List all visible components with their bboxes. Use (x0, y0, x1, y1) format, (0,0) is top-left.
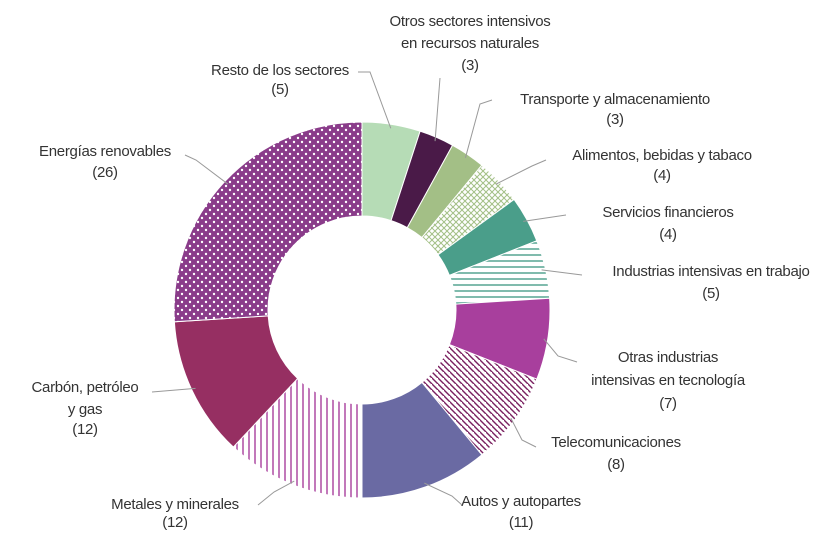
slice-label: Carbón, petróleo (32, 379, 139, 396)
leader-line (495, 159, 547, 185)
slice-label: Otros sectores intensivos (390, 13, 551, 30)
slice-label: Servicios financieros (602, 204, 733, 221)
value-label: (26) (92, 164, 118, 181)
value-label: (8) (607, 456, 625, 473)
slice-label: Alimentos, bebidas y tabaco (572, 147, 752, 164)
value-label: (3) (461, 57, 479, 74)
slice-label: Autos y autopartes (461, 493, 581, 510)
value-label: (5) (271, 81, 289, 98)
slice-label: en recursos naturales (401, 35, 539, 52)
slice-label: intensivas en tecnología (591, 372, 746, 389)
slice-label: Metales y minerales (111, 496, 239, 513)
value-label: (7) (659, 395, 677, 412)
slice-label: Energías renovables (39, 143, 171, 160)
value-label: (12) (162, 514, 188, 531)
slice-label: Transporte y almacenamiento (520, 91, 710, 108)
leader-line (541, 269, 583, 276)
slice-label: Otras industrias (618, 349, 718, 366)
leader-line (434, 77, 441, 142)
leader-line (543, 338, 578, 363)
value-label: (11) (509, 514, 534, 531)
slice-label: Telecomunicaciones (551, 434, 681, 451)
leader-line (184, 154, 229, 185)
leader-line (358, 71, 392, 129)
value-label: (12) (72, 421, 98, 438)
slice-label: Industrias intensivas en trabajo (612, 263, 809, 280)
slice-label: Resto de los sectores (211, 62, 349, 79)
value-label: (4) (659, 226, 677, 243)
value-label: (5) (702, 285, 720, 302)
leader-line (424, 482, 463, 506)
leader-line (151, 387, 196, 393)
leader-line (523, 214, 567, 222)
donut-slice (173, 121, 363, 323)
leader-line (510, 417, 537, 448)
value-label: (3) (606, 111, 624, 128)
value-label: (4) (653, 167, 671, 184)
leader-line (464, 99, 493, 158)
slice-label: y gas (68, 401, 102, 418)
leader-line (257, 480, 295, 506)
